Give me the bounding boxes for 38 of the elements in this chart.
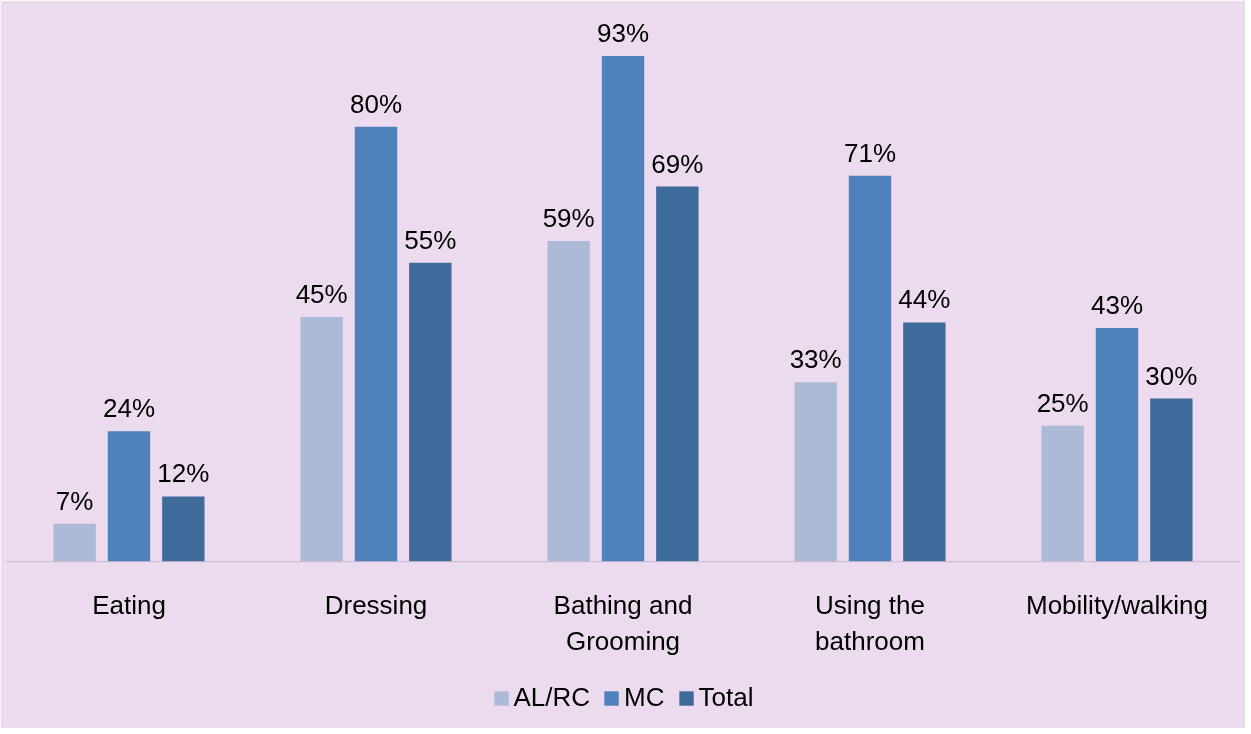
bar	[300, 317, 343, 562]
data-label: 12%	[157, 458, 210, 489]
bar	[601, 56, 645, 562]
data-label: 44%	[898, 284, 951, 315]
bar	[354, 126, 398, 562]
x-tick-label: Eating	[92, 589, 166, 620]
legend-label: Total	[698, 682, 754, 713]
bar	[903, 322, 946, 562]
data-label: 71%	[843, 137, 897, 168]
data-label: 7%	[55, 485, 94, 516]
x-tick-label: Using the bathroom	[815, 589, 925, 656]
data-label: 45%	[295, 279, 348, 310]
data-label: 69%	[651, 148, 704, 179]
bar	[1041, 425, 1084, 562]
data-label: 25%	[1036, 387, 1089, 418]
bar	[656, 186, 699, 562]
data-label: 93%	[596, 18, 650, 49]
bar	[409, 262, 452, 562]
data-label: 55%	[404, 224, 457, 255]
data-label: 30%	[1145, 360, 1198, 391]
bar	[53, 523, 96, 562]
bar	[162, 496, 205, 562]
bar	[794, 382, 837, 562]
data-label: 59%	[542, 202, 595, 233]
x-tick-label: Dressing	[324, 589, 428, 620]
bar	[1095, 327, 1139, 562]
data-label: 43%	[1090, 289, 1144, 320]
legend-label: AL/RC	[513, 682, 591, 713]
data-label: 24%	[102, 393, 156, 424]
x-tick-label: Bathing and Grooming	[553, 589, 693, 656]
bar	[848, 175, 892, 562]
bar	[547, 240, 590, 562]
bar	[1150, 398, 1193, 562]
legend-label: MC	[624, 682, 665, 713]
data-label: 33%	[789, 344, 842, 375]
bar	[107, 431, 151, 562]
data-label: 80%	[349, 88, 403, 119]
x-tick-label: Mobility/walking	[1025, 589, 1209, 620]
